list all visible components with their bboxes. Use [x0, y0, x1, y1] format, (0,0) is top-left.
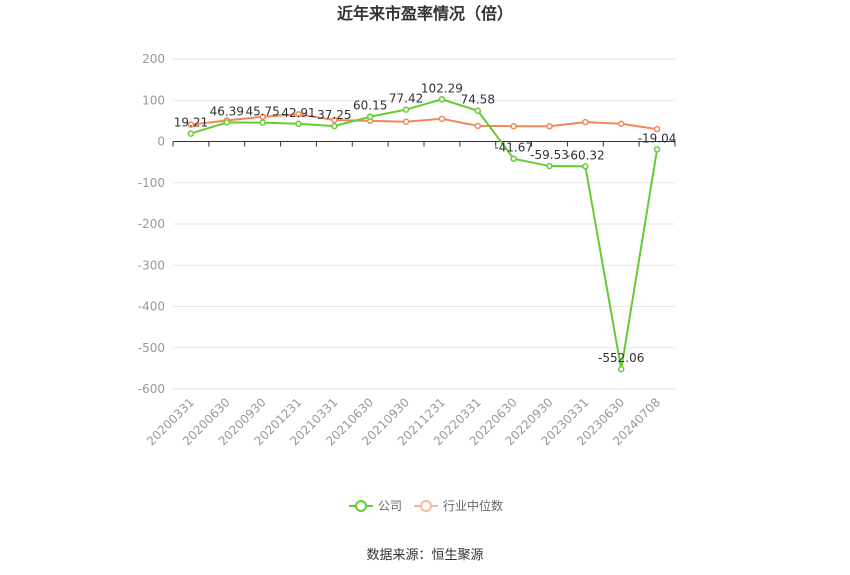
industry-median-point	[331, 116, 338, 124]
company-point	[474, 107, 482, 114]
data-label: 37.25	[317, 108, 351, 122]
company-point	[187, 130, 195, 137]
data-label: -552.06	[598, 351, 644, 365]
data-label: 77.42	[389, 92, 423, 106]
data-label: -59.53	[530, 148, 569, 162]
industry-median-point	[582, 118, 589, 126]
data-label: 42.91	[281, 106, 315, 120]
company-point	[223, 119, 231, 126]
industry-median-point	[438, 115, 446, 123]
industry-median-point	[402, 118, 410, 125]
y-axis: 200 100 0 -100 -200 -300 -400 -500 -600	[138, 52, 165, 396]
chart-title: 近年来市盈率情况（倍）	[337, 4, 513, 23]
industry-median-point	[474, 122, 482, 130]
data-label: 74.58	[461, 93, 495, 107]
company-point	[366, 113, 374, 120]
data-label: -41.67	[494, 141, 533, 155]
legend-item-company[interactable]: 公司	[349, 499, 402, 513]
industry-median-point	[259, 113, 266, 120]
data-label: -60.32	[566, 148, 605, 162]
legend-marker-company	[355, 500, 367, 512]
industry-median-point	[546, 122, 553, 130]
y-tick-label: -300	[138, 258, 165, 272]
data-label: -19.04	[638, 131, 677, 145]
data-label: 60.15	[353, 99, 387, 113]
y-tick-label: 0	[157, 135, 165, 149]
company-point	[402, 106, 410, 113]
data-label: 45.75	[245, 105, 279, 119]
company-point	[582, 163, 589, 170]
industry-median-point	[510, 122, 517, 130]
x-axis: 2020033120200630202009302020123120210331…	[144, 141, 676, 448]
industry-median-point	[617, 120, 625, 128]
company-point	[617, 365, 625, 373]
legend-item-industry[interactable]: 行业中位数	[414, 498, 503, 513]
company-line	[190, 98, 659, 370]
industry-median-line	[190, 113, 658, 131]
company-point	[510, 155, 517, 162]
company-point	[331, 122, 338, 130]
legend[interactable]: 公司 行业中位数	[349, 498, 503, 513]
legend-marker-industry	[420, 500, 432, 512]
data-source: 数据来源：恒生聚源	[366, 548, 483, 563]
data-label: 19.21	[174, 116, 208, 130]
y-tick-label: -600	[138, 382, 165, 396]
industry-median-point	[653, 125, 661, 133]
industry-median-point	[295, 111, 302, 118]
company-point	[259, 119, 266, 126]
company-point	[546, 162, 553, 170]
y-tick-label: -500	[138, 341, 165, 355]
legend-label-industry: 行业中位数	[443, 498, 503, 513]
data-label: 46.39	[210, 104, 244, 118]
data-label: 102.29	[421, 81, 463, 95]
y-tick-label: -400	[138, 300, 165, 314]
y-tick-label: -100	[138, 176, 165, 190]
y-tick-label: 100	[142, 93, 165, 107]
company-point	[295, 120, 302, 128]
company-point	[653, 146, 661, 153]
industry-median-point	[187, 121, 195, 128]
company-point	[438, 96, 446, 103]
y-tick-label: -200	[138, 217, 165, 231]
legend-label-company: 公司	[378, 499, 402, 513]
y-tick-label: 200	[142, 52, 165, 66]
series-company	[187, 96, 661, 373]
